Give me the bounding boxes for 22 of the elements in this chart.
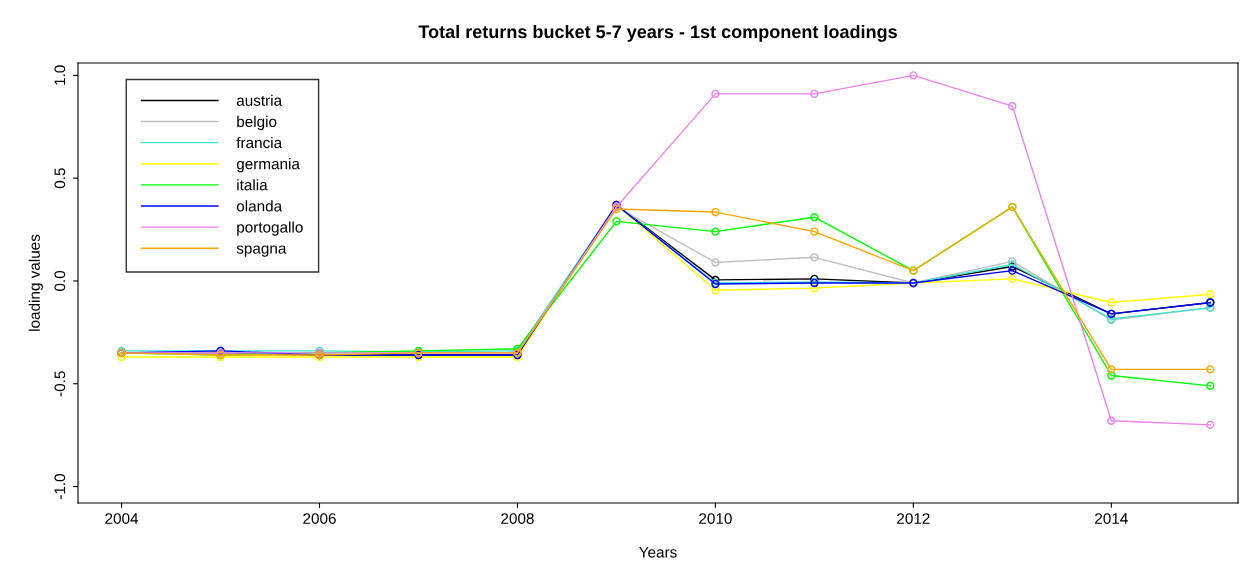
legend-label: italia xyxy=(237,179,268,191)
x-tick-label: 2008 xyxy=(501,513,534,524)
y-tick-label: 0.5 xyxy=(54,168,66,189)
legend-label: olanda xyxy=(236,200,283,212)
y-tick-label: 0.0 xyxy=(54,270,66,291)
x-tick-label: 2012 xyxy=(897,513,930,524)
y-tick-label: 1.0 xyxy=(54,65,66,85)
y-axis-title: loading values xyxy=(28,234,43,331)
x-tick-label: 2004 xyxy=(105,513,139,524)
y-tick-label: -0.5 xyxy=(54,371,66,397)
legend-label: germania xyxy=(236,158,300,173)
x-tick-label: 2014 xyxy=(1095,513,1128,524)
x-tick-label: 2006 xyxy=(303,513,336,524)
legend-label: portogallo xyxy=(237,221,303,236)
y-tick-label: -1.0 xyxy=(54,473,66,500)
x-tick-label: 2010 xyxy=(699,513,732,524)
legend-label: belgio xyxy=(237,115,277,131)
chart-title: Total returns bucket 5-7 years - 1st component loadings xyxy=(418,24,897,42)
x-axis-title: Years xyxy=(639,546,677,558)
legend-label: spagna xyxy=(236,245,287,257)
legend-label: austria xyxy=(236,94,283,106)
legend-label: francia xyxy=(236,136,283,149)
